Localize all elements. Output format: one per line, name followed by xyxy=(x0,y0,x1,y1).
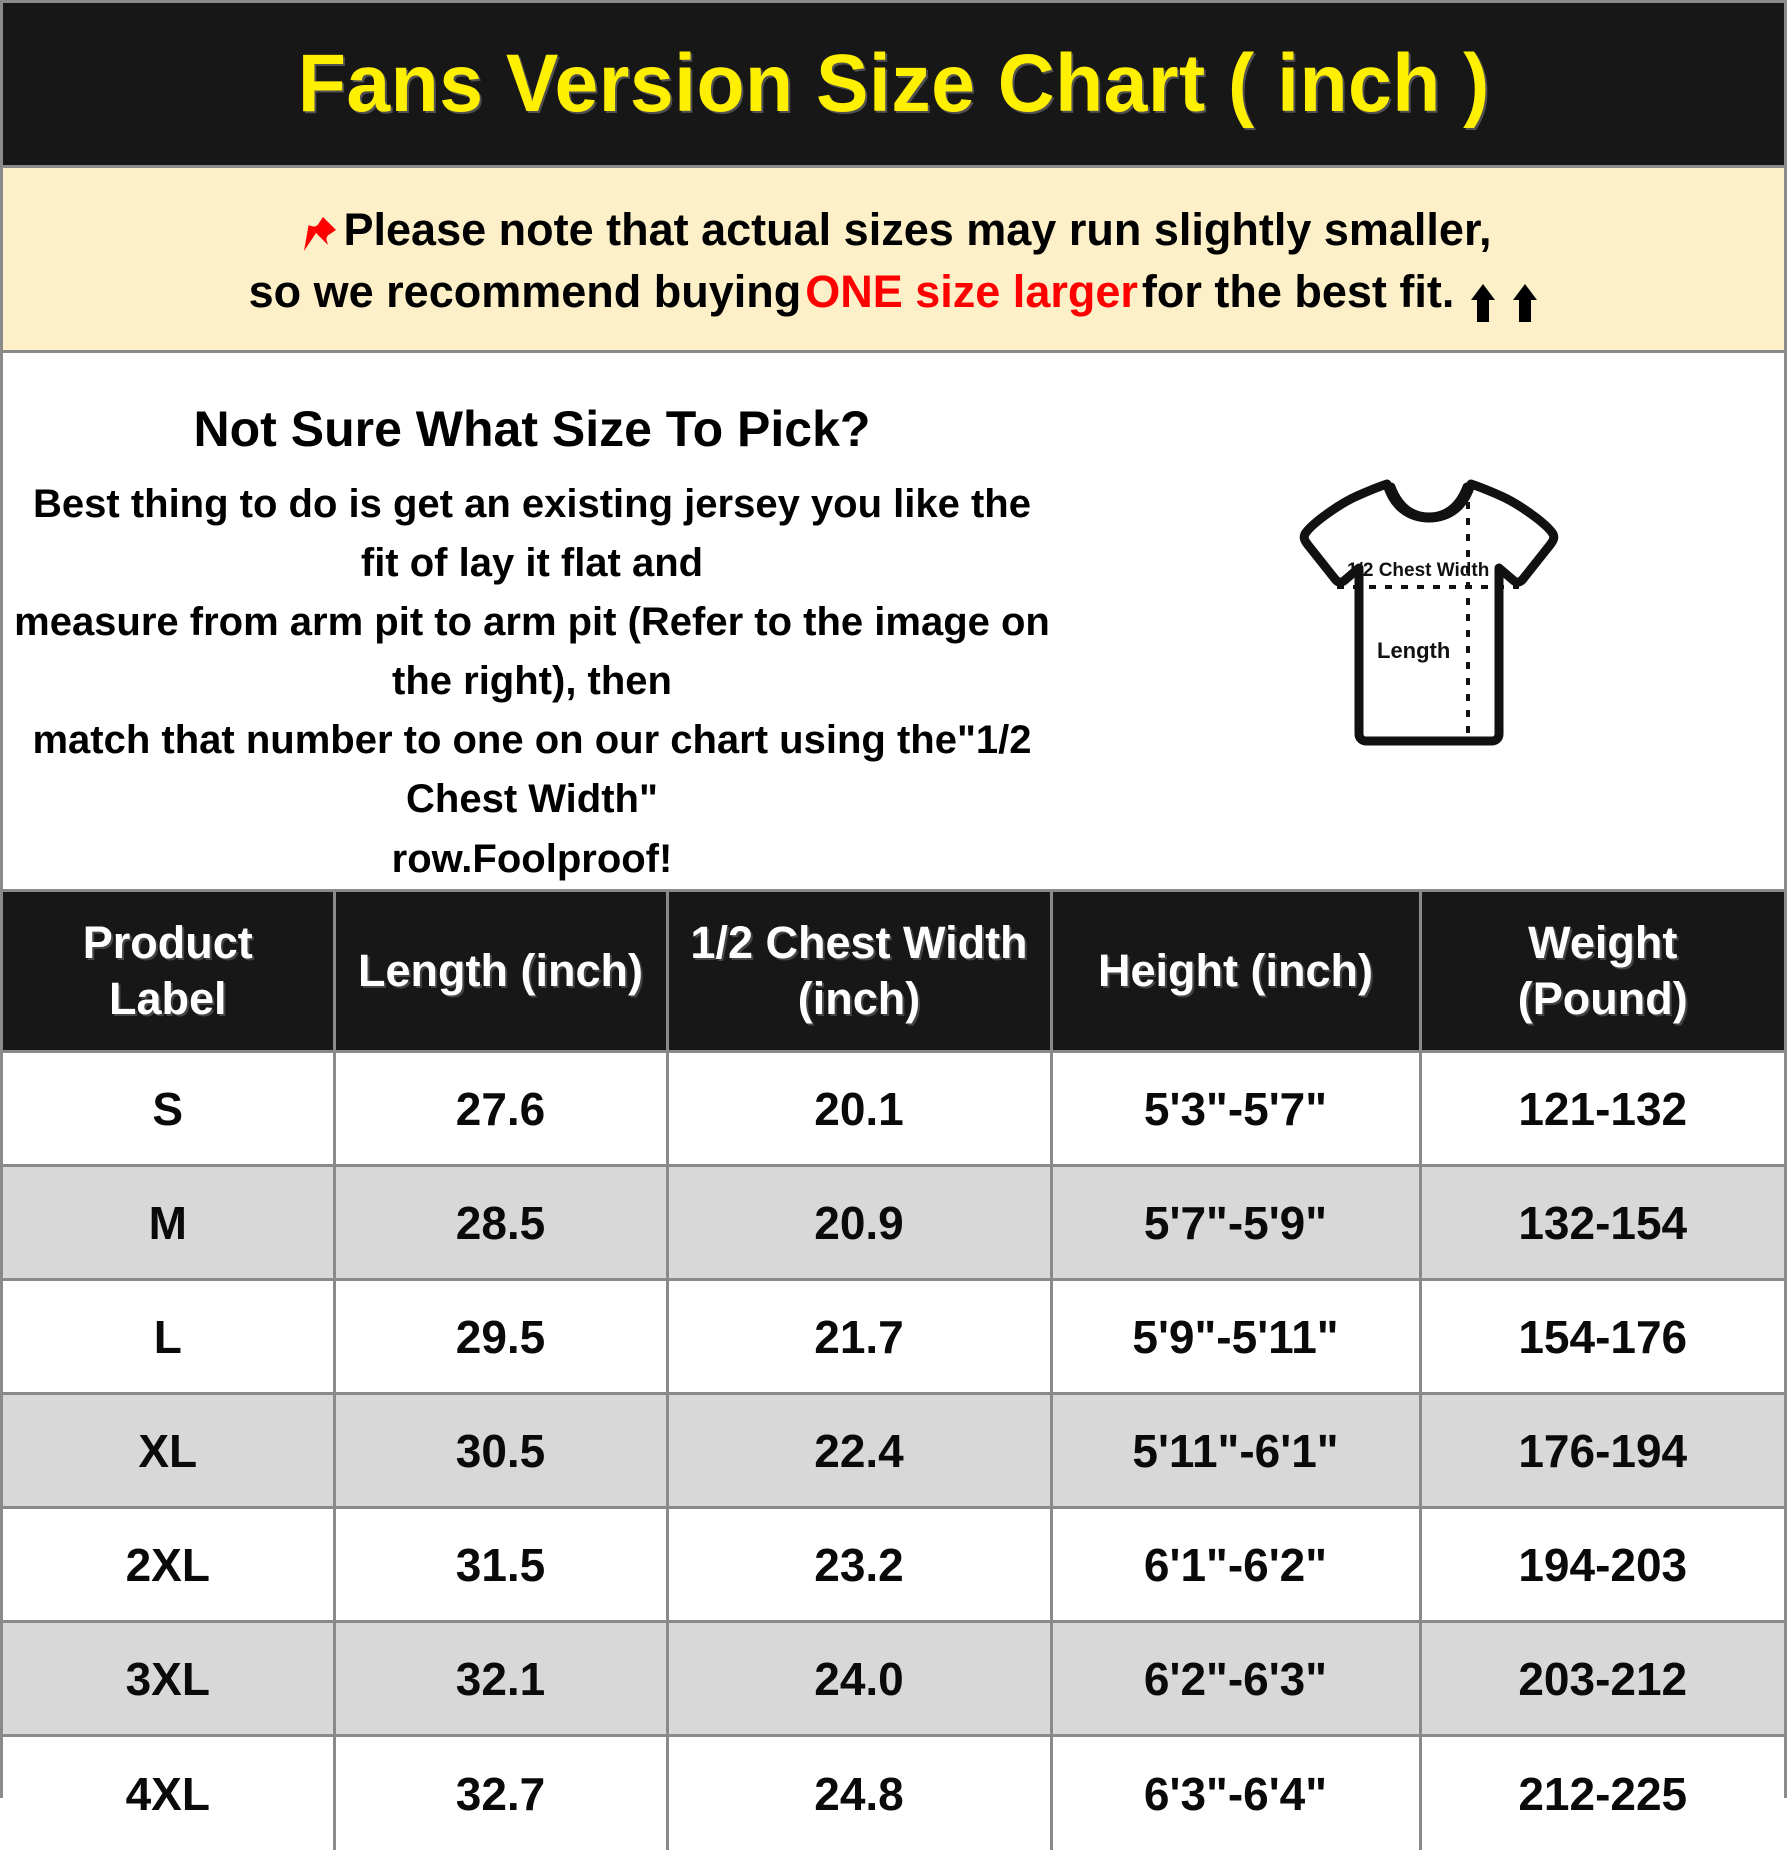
cell-weight: 203-212 xyxy=(1420,1621,1784,1738)
note-emphasis: ONE size larger xyxy=(805,266,1138,317)
note-text-2b: for the best fit. xyxy=(1141,266,1455,317)
cell-height: 5'11"-6'1" xyxy=(1051,1393,1422,1510)
cell-length: 31.5 xyxy=(334,1507,669,1624)
help-body-line-3: match that number to one on our chart us… xyxy=(32,718,1032,822)
cell-half-chest: 23.2 xyxy=(667,1507,1053,1624)
cell-length: 29.5 xyxy=(334,1279,669,1396)
table-row: M 28.5 20.9 5'7"-5'9" 132-154 xyxy=(3,1165,1784,1282)
cell-height: 6'3"-6'4" xyxy=(1051,1735,1422,1850)
cell-half-chest: 22.4 xyxy=(667,1393,1053,1510)
size-note-banner: Please note that actual sizes may run sl… xyxy=(3,168,1784,353)
header-line: (inch) xyxy=(797,973,921,1025)
column-header-height: Height (inch) xyxy=(1051,891,1422,1054)
cell-half-chest: 24.0 xyxy=(667,1621,1053,1738)
cell-product-label: XL xyxy=(3,1393,336,1510)
note-line-2: so we recommend buying ONE size larger f… xyxy=(249,261,1539,323)
note-line-1: Please note that actual sizes may run sl… xyxy=(296,199,1492,261)
table-row: 3XL 32.1 24.0 6'2"-6'3" 203-212 xyxy=(3,1621,1784,1738)
cell-half-chest: 24.8 xyxy=(667,1735,1053,1850)
length-label: Length xyxy=(1377,638,1450,663)
help-body-line-4: row.Foolproof! xyxy=(391,836,673,881)
cell-height: 5'3"-5'7" xyxy=(1051,1051,1422,1168)
size-chart-table: Product Label Length (inch) 1/2 Chest Wi… xyxy=(3,891,1784,1850)
pushpin-icon xyxy=(296,211,340,255)
header-line: Label xyxy=(108,973,227,1025)
cell-product-label: 2XL xyxy=(3,1507,336,1624)
table-row: S 27.6 20.1 5'3"-5'7" 121-132 xyxy=(3,1051,1784,1168)
table-row: 4XL 32.7 24.8 6'3"-6'4" 212-225 xyxy=(3,1735,1784,1850)
note-text-2a: so we recommend buying xyxy=(248,266,802,317)
cell-weight: 121-132 xyxy=(1420,1051,1784,1168)
arrow-up-icon-2 xyxy=(1512,277,1538,323)
cell-product-label: 4XL xyxy=(3,1735,336,1850)
cell-height: 5'9"-5'11" xyxy=(1051,1279,1422,1396)
help-body-line-1: Best thing to do is get an existing jers… xyxy=(33,481,1031,585)
cell-length: 27.6 xyxy=(334,1051,669,1168)
cell-length: 28.5 xyxy=(334,1165,669,1282)
cell-length: 30.5 xyxy=(334,1393,669,1510)
help-body-line-2: measure from arm pit to arm pit (Refer t… xyxy=(14,599,1050,704)
header-line: 1/2 Chest Width xyxy=(690,916,1028,968)
help-heading: Not Sure What Size To Pick? xyxy=(193,401,871,457)
cell-product-label: 3XL xyxy=(3,1621,336,1738)
page-title: Fans Version Size Chart ( inch ) xyxy=(297,38,1490,129)
cell-weight: 176-194 xyxy=(1420,1393,1784,1510)
header-line: Length (inch) xyxy=(358,944,643,996)
table-header-row: Product Label Length (inch) 1/2 Chest Wi… xyxy=(3,891,1784,1054)
cell-height: 6'2"-6'3" xyxy=(1051,1621,1422,1738)
chest-width-label: 1/2 Chest Width xyxy=(1347,560,1489,581)
title-banner: Fans Version Size Chart ( inch ) xyxy=(3,3,1784,168)
arrow-up-icon xyxy=(1470,277,1496,323)
header-line: Weight xyxy=(1528,916,1678,968)
cell-product-label: L xyxy=(3,1279,336,1396)
column-header-length: Length (inch) xyxy=(334,891,669,1054)
note-text-1: Please note that actual sizes may run sl… xyxy=(343,203,1492,255)
tshirt-diagram: 1/2 Chest Width Length xyxy=(1299,479,1558,746)
help-text-block: Not Sure What Size To Pick? Best thing t… xyxy=(3,353,1073,889)
header-line: (Pound) xyxy=(1517,973,1688,1025)
header-line: Product xyxy=(82,916,253,968)
table-row: 2XL 31.5 23.2 6'1"-6'2" 194-203 xyxy=(3,1507,1784,1624)
column-header-half-chest-width: 1/2 Chest Width (inch) xyxy=(667,891,1053,1054)
measurement-help-section: Not Sure What Size To Pick? Best thing t… xyxy=(3,353,1784,892)
table-row: XL 30.5 22.4 5'11"-6'1" 176-194 xyxy=(3,1393,1784,1510)
cell-half-chest: 20.9 xyxy=(667,1165,1053,1282)
cell-weight: 194-203 xyxy=(1420,1507,1784,1624)
cell-weight: 154-176 xyxy=(1420,1279,1784,1396)
tshirt-diagram-wrapper: 1/2 Chest Width Length xyxy=(1073,353,1784,889)
column-header-product-label: Product Label xyxy=(3,891,336,1054)
cell-half-chest: 21.7 xyxy=(667,1279,1053,1396)
cell-length: 32.1 xyxy=(334,1621,669,1738)
cell-weight: 212-225 xyxy=(1420,1735,1784,1850)
header-line: Height (inch) xyxy=(1098,944,1373,996)
column-header-weight: Weight (Pound) xyxy=(1420,891,1784,1054)
cell-height: 5'7"-5'9" xyxy=(1051,1165,1422,1282)
cell-length: 32.7 xyxy=(334,1735,669,1850)
cell-product-label: S xyxy=(3,1051,336,1168)
cell-product-label: M xyxy=(3,1165,336,1282)
cell-weight: 132-154 xyxy=(1420,1165,1784,1282)
cell-height: 6'1"-6'2" xyxy=(1051,1507,1422,1624)
cell-half-chest: 20.1 xyxy=(667,1051,1053,1168)
table-row: L 29.5 21.7 5'9"-5'11" 154-176 xyxy=(3,1279,1784,1396)
